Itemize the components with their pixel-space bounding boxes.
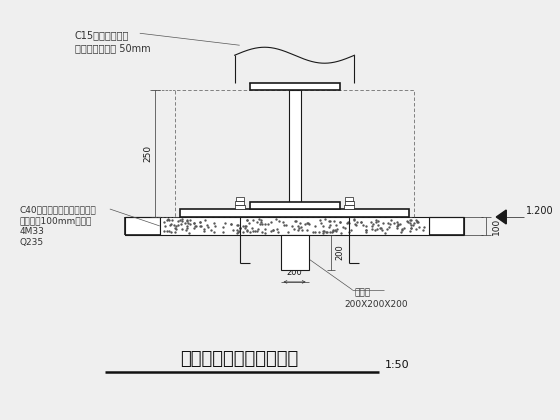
Text: 200X200X200: 200X200X200 — [344, 300, 408, 309]
Text: 100: 100 — [492, 218, 501, 235]
Text: 250: 250 — [143, 145, 152, 162]
Bar — [250, 83, 339, 90]
Text: 200: 200 — [335, 244, 344, 260]
Bar — [180, 209, 409, 217]
Bar — [346, 197, 353, 201]
Bar — [125, 217, 160, 235]
Text: 200: 200 — [287, 268, 302, 277]
Text: 1.200: 1.200 — [526, 206, 554, 216]
Bar — [175, 90, 414, 217]
Text: C15素混凝土包裹: C15素混凝土包裹 — [75, 30, 129, 40]
Text: 1:50: 1:50 — [384, 360, 409, 370]
Bar — [236, 197, 244, 201]
Bar — [250, 202, 339, 209]
Bar — [235, 205, 245, 209]
Bar — [160, 217, 430, 235]
Bar — [344, 205, 354, 209]
Bar — [430, 217, 464, 235]
Text: Q235: Q235 — [20, 238, 44, 247]
Text: 4M33: 4M33 — [20, 227, 45, 236]
Polygon shape — [496, 210, 506, 224]
Text: 找平层厚100mm，后浇: 找平层厚100mm，后浇 — [20, 216, 92, 225]
Text: C40无收缩细石混凝土找平层: C40无收缩细石混凝土找平层 — [20, 205, 97, 214]
Bar — [288, 90, 301, 202]
Bar — [235, 201, 244, 205]
Text: 保护层厚度大于 50mm: 保护层厚度大于 50mm — [75, 43, 151, 53]
Bar — [281, 235, 309, 270]
Text: 抗剪键: 抗剪键 — [354, 288, 371, 297]
Bar — [345, 201, 354, 205]
Text: 柱脚包裹及后浇砼大样图: 柱脚包裹及后浇砼大样图 — [180, 350, 299, 368]
